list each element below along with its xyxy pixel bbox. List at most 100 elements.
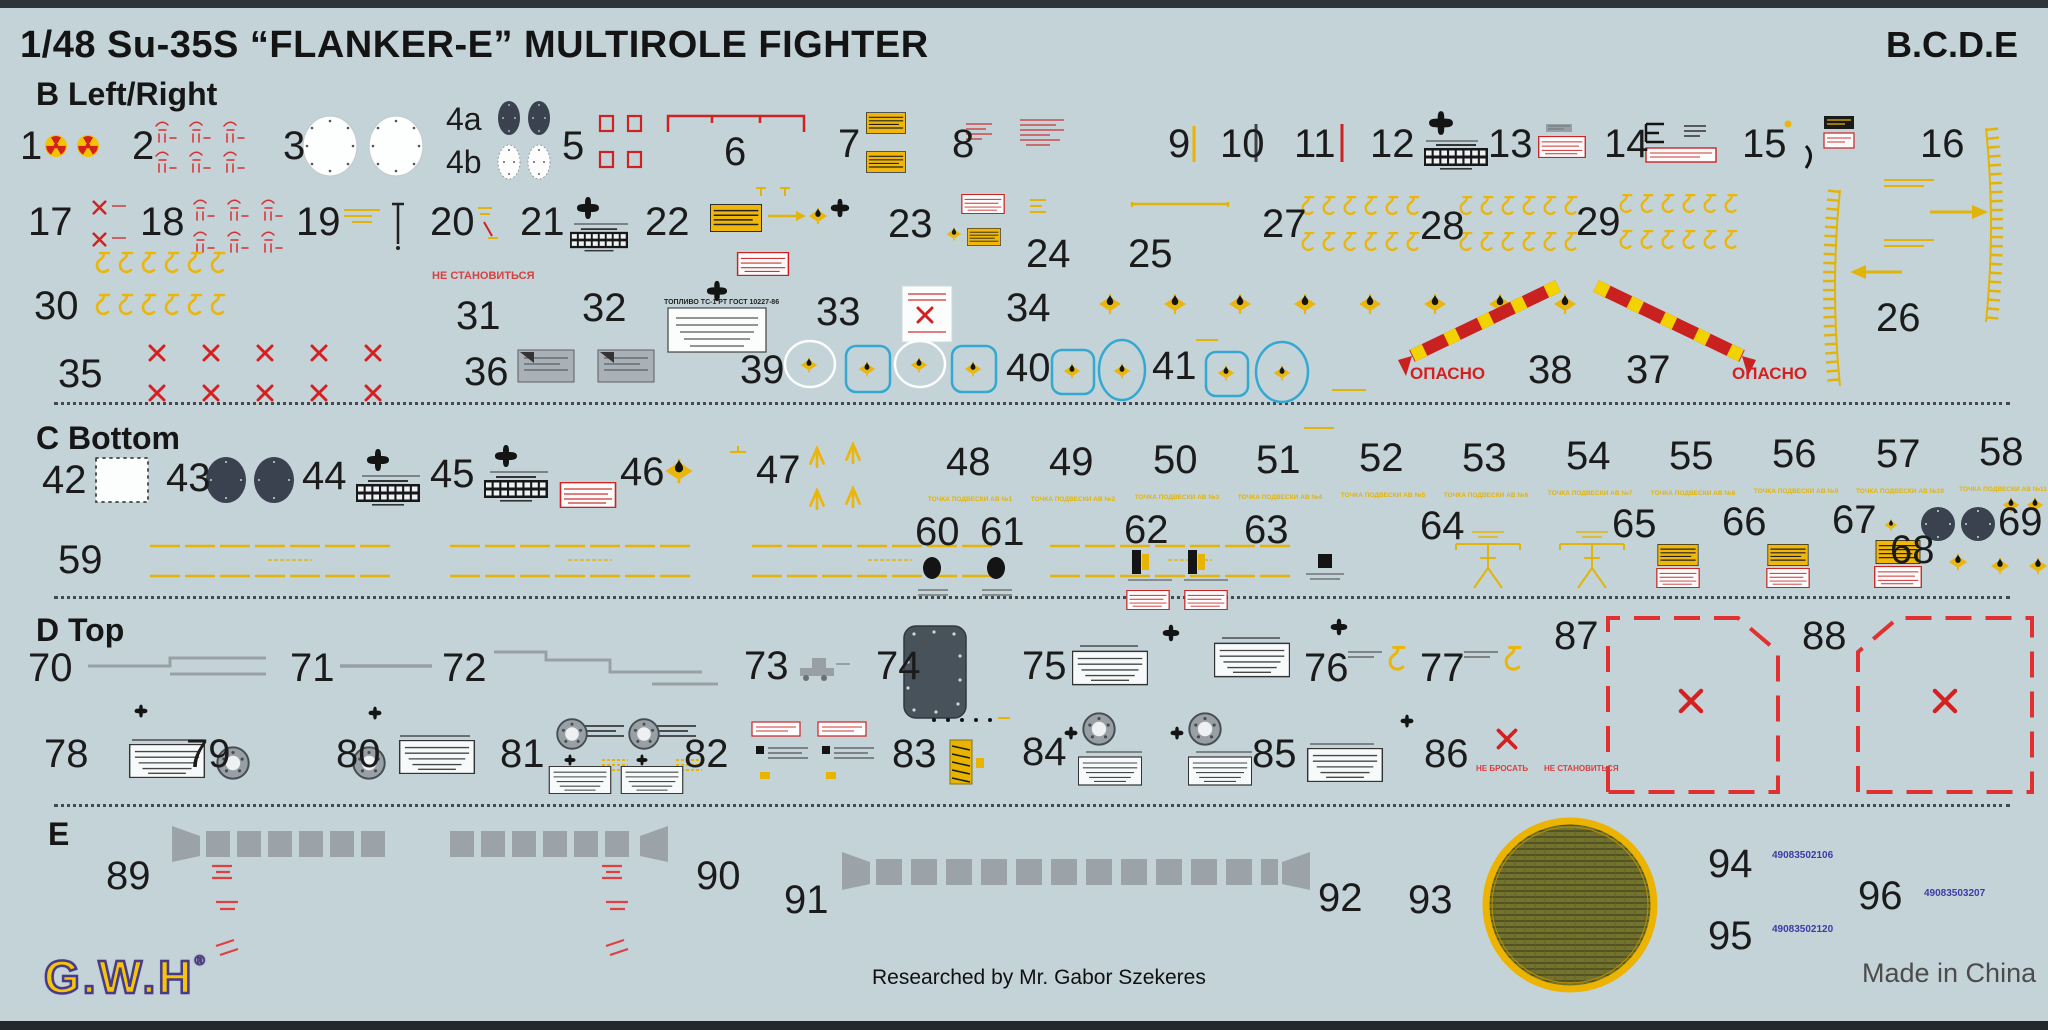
decal-number-89: 89	[106, 854, 151, 898]
section-separator	[54, 804, 2010, 807]
art-47-jack-point-arrows	[730, 442, 861, 510]
art-77-sling-hook	[1464, 645, 1522, 671]
decal-number-56: 56	[1772, 432, 1817, 476]
art-30-hoist-hooks	[95, 251, 226, 316]
art-19-yellow-stencil-and-pin	[344, 202, 404, 250]
art-91-walkway-strip	[842, 852, 1310, 890]
decal-number-68: 68	[1890, 528, 1935, 572]
decal-number-42: 42	[42, 458, 87, 502]
decal-number-3: 3	[283, 124, 306, 168]
registered-trademark-symbol: ®	[194, 952, 208, 969]
station-56-label: ТОЧКА ПОДВЕСКИ АВ №9	[1753, 488, 1839, 495]
decal-number-20: 20	[430, 200, 475, 244]
decal-number-87: 87	[1554, 614, 1599, 658]
decal-number-53: 53	[1462, 436, 1507, 480]
decal-number-14: 14	[1604, 122, 1649, 166]
decal-number-17: 17	[28, 200, 73, 244]
decal-number-18: 18	[140, 200, 185, 244]
decal-number-74: 74	[876, 644, 921, 688]
decal-number-16: 16	[1920, 122, 1965, 166]
art-16-ruler-scale	[1884, 127, 2003, 323]
art-1-radiation-markings	[44, 135, 100, 157]
art-6-red-bracket	[666, 114, 806, 132]
decal-number-54: 54	[1566, 434, 1611, 478]
art-29-hoist-hooks	[1619, 193, 1738, 250]
decal-number-37: 37	[1626, 348, 1671, 392]
art-64-antenna-stencils	[1455, 531, 1625, 589]
decal-number-2: 2	[132, 124, 155, 168]
decal-number-24: 24	[1026, 232, 1071, 276]
art-89-walkway-strip	[172, 826, 668, 957]
decal-number-28: 28	[1420, 204, 1465, 248]
art-79-wheel-placard	[352, 706, 476, 780]
decal-number-25: 25	[1128, 232, 1173, 276]
section-heading-b: B Left/Right	[36, 76, 218, 112]
product-code-95: 49083502120	[1772, 924, 1834, 935]
art-43-dark-panels	[206, 457, 294, 503]
ne-stanovitsya-86-text: НЕ СТАНОВИТЬСЯ	[1544, 764, 1619, 773]
art-13-stencil-and-red-label	[1538, 124, 1586, 158]
decal-number-73: 73	[744, 644, 789, 688]
art-87-no-step-zone	[1606, 616, 1780, 794]
decal-number-44: 44	[302, 454, 347, 498]
ne-stanovitsya-31-text: НЕ СТАНОВИТЬСЯ	[432, 270, 535, 282]
decal-number-84: 84	[1022, 730, 1067, 774]
art-38-danger-stripe	[1398, 280, 1561, 376]
decal-number-55: 55	[1669, 434, 1714, 478]
art-63-marker	[1306, 554, 1344, 580]
art-46-drain-valve	[665, 458, 693, 484]
decal-number-82: 82	[684, 732, 729, 776]
art-60-oil-point	[918, 557, 948, 596]
art-37-danger-stripe	[1593, 280, 1756, 376]
decal-number-61: 61	[980, 510, 1025, 554]
scan-edge-top	[0, 0, 2048, 8]
decal-number-58: 58	[1979, 430, 2024, 474]
decal-number-15: 15	[1742, 122, 1787, 166]
decal-number-57: 57	[1876, 432, 1921, 476]
art-72-walkway-steps	[494, 650, 718, 686]
decal-number-52: 52	[1359, 436, 1404, 480]
art-74-access-panel	[903, 625, 967, 719]
art-73-equipment-stencil	[800, 658, 850, 681]
art-4a-dark-panels	[498, 101, 550, 135]
decal-number-39: 39	[740, 348, 785, 392]
product-code-94: 49083502106	[1772, 850, 1834, 861]
art-61-oil-point	[982, 557, 1012, 596]
made-in-label: Made in China	[1862, 958, 2037, 988]
decal-number-62: 62	[1124, 508, 1169, 552]
art-21-fuel-cap-and-table	[570, 197, 628, 252]
station-50-label: ТОЧКА ПОДВЕСКИ АВ №3	[1134, 494, 1220, 501]
decal-number-34: 34	[1006, 286, 1051, 330]
art-82-maintenance-labels	[751, 721, 874, 779]
decal-number-78: 78	[44, 732, 89, 776]
decal-number-26: 26	[1876, 296, 1921, 340]
art-83-striped-marker	[932, 717, 1010, 785]
decal-number-69: 69	[1998, 500, 2043, 544]
decal-number-1: 1	[20, 124, 43, 168]
decal-number-11: 11	[1294, 122, 1336, 166]
art-65-warning-stack	[1656, 544, 1700, 588]
station-51-label: ТОЧКА ПОДВЕСКИ АВ №4	[1237, 494, 1323, 501]
section-heading-c: C Bottom	[36, 420, 180, 456]
section-separator	[54, 402, 2010, 405]
decal-number-79: 79	[186, 732, 231, 776]
decal-number-70: 70	[28, 646, 73, 690]
decal-number-95: 95	[1708, 914, 1753, 958]
decal-number-8: 8	[952, 122, 975, 166]
art-66-warning-stack	[1766, 544, 1810, 588]
product-code-96: 49083503207	[1924, 888, 1986, 899]
art-75-fuel-placards	[1072, 618, 1348, 686]
decal-number-60: 60	[915, 510, 960, 554]
art-59-yellow-dashed-lines	[150, 544, 1290, 578]
art-88-no-step-zone	[1856, 616, 2034, 794]
station-58-label: ТОЧКА ПОДВЕСКИ АВ №11	[1959, 486, 2047, 493]
art-26-ruler-scale	[1823, 189, 1934, 387]
decal-number-36: 36	[464, 350, 509, 394]
art-85-placard	[1306, 714, 1414, 782]
decal-number-76: 76	[1304, 646, 1349, 690]
art-70-walkway-line	[88, 656, 266, 676]
decal-number-88: 88	[1802, 614, 1847, 658]
art-28-hoist-hooks	[1459, 195, 1578, 252]
